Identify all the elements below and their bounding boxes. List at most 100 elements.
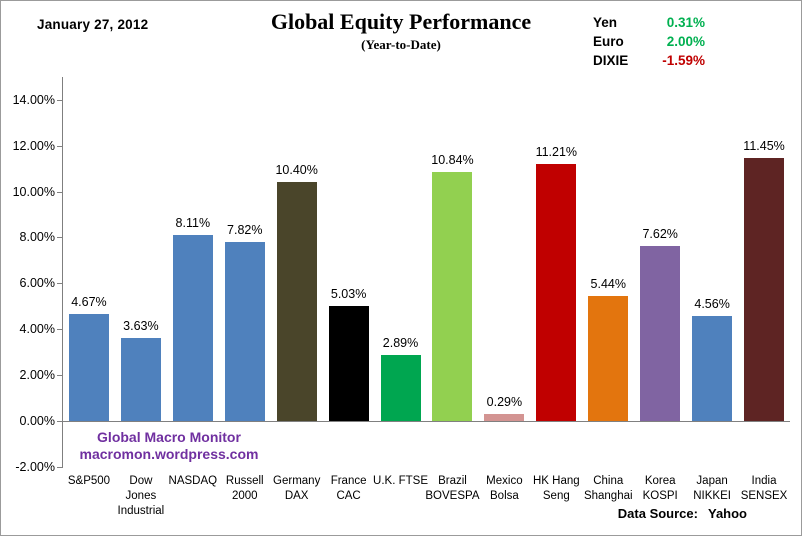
bar-japan-nikkei [692, 316, 733, 421]
bar-value-label: 5.44% [590, 277, 626, 292]
x-axis-label-line: NIKKEI [693, 490, 731, 502]
legend-row-yen: Yen 0.31% [593, 13, 705, 32]
y-tick-mark [57, 237, 63, 239]
x-axis-label-nasdaq: NASDAQ [169, 474, 218, 489]
data-source-value: Yahoo [707, 506, 747, 521]
bar-value-label: 8.11% [175, 215, 211, 230]
chart-subtitle: (Year-to-Date) [361, 37, 441, 52]
watermark: Global Macro Monitor macromon.wordpress.… [80, 429, 259, 463]
x-axis-label-line: NASDAQ [168, 475, 218, 487]
bar-brazil-bovespa [432, 172, 473, 421]
bar-value-label: 7.82% [227, 222, 263, 237]
data-source: Data Source: Yahoo [1, 506, 747, 521]
bar-u-k-ftse [380, 354, 421, 421]
y-tick-mark [57, 99, 63, 101]
bar-value-label: 4.56% [694, 297, 730, 312]
x-axis-label-line: Brazil [438, 475, 467, 487]
bar-germany-dax [276, 182, 317, 421]
y-tick-label: 4.00% [19, 322, 55, 337]
data-source-label: Data Source: [617, 506, 698, 521]
bar-value-label: 10.40% [275, 163, 318, 178]
x-axis-label-line: China [593, 475, 624, 487]
bar-hk-hang-seng [536, 163, 577, 421]
x-axis-label-line: France [330, 475, 367, 487]
chart-title: Global Equity Performance [270, 9, 532, 34]
bar-value-label: 4.67% [71, 294, 107, 309]
date-label: January 27, 2012 [37, 17, 149, 32]
legend-value: -1.59% [662, 53, 705, 68]
x-axis-label-line: Jones [125, 490, 157, 502]
legend-value: 0.31% [666, 15, 705, 30]
x-axis-label-line: Japan [696, 475, 728, 487]
legend-label: DIXIE [593, 53, 629, 68]
x-axis-label-line: S&P500 [67, 475, 111, 487]
bar-value-label: 2.89% [382, 335, 419, 350]
y-tick-mark [57, 329, 63, 331]
y-tick-mark [57, 375, 63, 377]
x-axis-label-line: CAC [336, 490, 361, 502]
bar-china-shanghai [588, 296, 629, 421]
x-axis-label-korea-kospi: Korea KOSPI [643, 474, 678, 504]
x-axis-label-line: Seng [542, 490, 570, 502]
x-axis-label-china-shanghai: China Shanghai [584, 474, 633, 504]
y-tick-mark [57, 283, 63, 285]
watermark-line2: macromon.wordpress.com [79, 446, 259, 462]
bar-mexico-bolsa [484, 414, 525, 421]
watermark-line1: Global Macro Monitor [97, 429, 241, 445]
x-axis-label-line: Shanghai [583, 490, 633, 502]
bar-value-label: 5.03% [330, 286, 367, 301]
bar-korea-kospi [640, 246, 681, 421]
bar-value-label: 3.63% [123, 318, 159, 333]
legend-value: 2.00% [666, 34, 705, 49]
x-axis-label-mexico-bolsa: Mexico Bolsa [486, 474, 522, 504]
x-axis-label-u-k-ftse: U.K. FTSE [373, 474, 428, 489]
y-tick-label: -2.00% [15, 459, 55, 474]
bar-value-label: 10.84% [431, 153, 474, 168]
x-axis-label-line: Industrial [117, 505, 165, 517]
y-tick-label: 6.00% [19, 276, 55, 291]
y-tick-mark [57, 145, 63, 147]
x-axis-label-dow-jones-industrial: Dow Jones Industrial [118, 474, 165, 519]
x-axis-label-line: India [751, 475, 777, 487]
x-axis-label-germany-dax: Germany DAX [273, 474, 320, 504]
bar-dow-jones-industrial [120, 337, 161, 421]
x-axis-label-line: KOSPI [642, 490, 678, 502]
x-axis-label-line: 2000 [231, 490, 258, 502]
bar-value-label: 11.45% [743, 139, 785, 154]
x-axis-label-line: Russell [225, 475, 264, 487]
x-axis-label-line: DAX [284, 490, 309, 502]
x-axis-label-line: Dow [129, 475, 153, 487]
legend-label: Euro [593, 34, 624, 49]
bar-russell-2000 [224, 241, 265, 421]
y-axis-line [62, 77, 63, 468]
y-tick-label: 8.00% [19, 230, 55, 245]
y-tick-label: 0.00% [19, 414, 55, 428]
x-axis-label-russell-2000: Russell 2000 [226, 474, 264, 504]
bar-value-label: 0.29% [486, 395, 523, 410]
y-tick-mark [57, 191, 63, 193]
x-axis-label-line: BOVESPA [425, 490, 480, 502]
bar-france-cac [328, 305, 369, 421]
bar-india-sensex [744, 158, 785, 421]
bar-value-label: 11.21% [535, 144, 578, 159]
bar-value-label: 7.62% [642, 227, 678, 242]
y-tick-label: 14.00% [12, 92, 55, 107]
x-axis-label-india-sensex: India SENSEX [741, 474, 788, 504]
x-axis-label-line: Germany [273, 475, 321, 487]
x-axis-label-line: U.K. FTSE [373, 475, 429, 487]
zero-line [63, 421, 790, 422]
legend-row-euro: Euro 2.00% [593, 32, 705, 51]
x-axis-label-s-p500: S&P500 [68, 474, 110, 489]
legend-label: Yen [593, 15, 618, 30]
x-axis-label-line: Korea [644, 475, 676, 487]
x-axis-label-japan-nikkei: Japan NIKKEI [693, 474, 731, 504]
x-axis-label-brazil-bovespa: Brazil BOVESPA [425, 474, 479, 504]
x-axis-label-line: SENSEX [740, 490, 788, 502]
y-tick-mark [57, 466, 63, 468]
legend-row-dixie: DIXIE -1.59% [593, 51, 705, 70]
x-axis-label-france-cac: France CAC [331, 474, 367, 504]
y-tick-label: 10.00% [12, 184, 55, 199]
x-axis-label-line: Mexico [486, 475, 523, 487]
y-tick-label: 2.00% [19, 368, 55, 383]
